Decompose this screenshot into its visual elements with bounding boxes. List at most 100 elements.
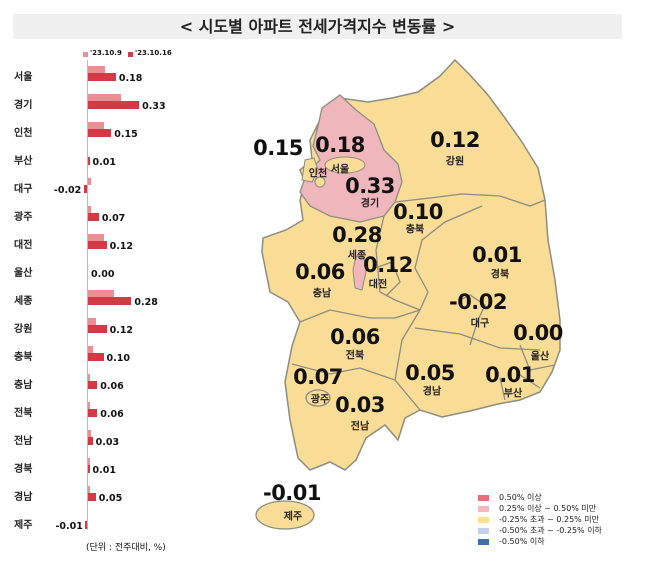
region-name: 충남 [312, 288, 332, 300]
category-label: 대구 [14, 184, 33, 195]
category-label: 대전 [14, 240, 33, 251]
legend-label: 0.25% 이상 ~ 0.50% 미만 [499, 504, 597, 513]
data-label: 0.15 [114, 129, 138, 140]
seoul-region [324, 156, 366, 174]
region-name: 부산 [503, 388, 523, 400]
bar-current [88, 325, 107, 333]
region-value: 0.06 [330, 325, 380, 349]
region-name: 대구 [470, 318, 490, 330]
category-label: 세종 [14, 296, 33, 307]
data-label: 0.28 [134, 297, 158, 308]
data-label: 0.06 [100, 381, 124, 392]
data-label: 0.12 [109, 325, 134, 336]
category-label: 부산 [14, 156, 33, 167]
region-name: 광주 [310, 394, 330, 406]
legend-label: '23.10.16 [135, 49, 172, 57]
legend-swatch [478, 494, 489, 501]
region-value: 0.05 [405, 361, 455, 385]
category-label: 울산 [14, 268, 33, 279]
data-label: 0.05 [98, 493, 123, 504]
legend-item: -0.50% 이하 [478, 536, 545, 547]
region-name: 전북 [345, 350, 365, 362]
legend-label: -0.25% 초과 ~ 0.25% 미만 [499, 515, 600, 524]
region-name: 충북 [405, 224, 425, 236]
jeju-region [255, 500, 315, 530]
region-borders [291, 193, 556, 411]
data-label: 0.18 [118, 73, 143, 84]
legend-item: -0.25% 초과 ~ 0.25% 미만 [478, 514, 599, 525]
category-label: 충북 [14, 352, 33, 363]
bar-previous [88, 178, 92, 185]
bar-previous [88, 346, 93, 353]
bar-previous [88, 206, 92, 213]
bar-previous [88, 290, 115, 297]
region-value: -0.02 [448, 290, 508, 314]
region-value: 0.00 [513, 321, 563, 345]
region-name: 대전 [368, 279, 388, 291]
category-label: 전북 [14, 408, 33, 419]
data-label: 0.10 [106, 353, 130, 364]
region-value: 0.01 [485, 363, 535, 387]
bar-current [88, 213, 99, 221]
data-label: 0.33 [142, 101, 166, 112]
category-label: 전남 [14, 436, 33, 447]
bar-current [88, 297, 132, 305]
legend-label: 0.50% 이상 [499, 493, 542, 502]
region-value: 0.12 [430, 128, 480, 152]
region-value: 0.03 [335, 393, 385, 417]
region-name: 경기 [360, 198, 380, 210]
bar-current [88, 493, 96, 501]
legend-label: -0.50% 이하 [499, 537, 545, 546]
region-name: 제주 [283, 511, 303, 523]
data-label: 0.07 [101, 213, 126, 224]
region-name: 울산 [530, 351, 550, 363]
category-label: 경기 [14, 100, 33, 111]
category-label: 광주 [14, 212, 33, 223]
bar-previous [88, 402, 90, 409]
bar-current [88, 101, 140, 109]
region-name: 경남 [422, 386, 442, 398]
bar-current [85, 521, 87, 529]
region-value: 0.15 [253, 136, 303, 160]
legend-item: -0.50% 초과 ~ -0.25% 이하 [478, 525, 602, 536]
region-value: 0.18 [315, 133, 365, 157]
incheon-island [314, 176, 326, 188]
legend-swatch [478, 516, 489, 523]
region-name: 경북 [490, 269, 510, 281]
legend-swatch [478, 527, 489, 534]
sejong-region [352, 255, 367, 291]
category-label: 강원 [14, 324, 33, 335]
region-name: 인천 [308, 168, 328, 180]
unit-note: (단위 : 전주대비, %) [86, 543, 166, 553]
legend-item: 0.50% 이상 [478, 492, 542, 503]
region-name: 서울 [330, 164, 350, 176]
region-name: 전남 [350, 421, 370, 433]
category-label: 충남 [14, 380, 33, 391]
data-label: 0.01 [92, 465, 116, 476]
region-value: 0.28 [332, 223, 382, 247]
region-value: -0.01 [262, 481, 322, 505]
bar-previous [88, 94, 121, 101]
bar-previous [88, 234, 104, 241]
bar-current [88, 465, 90, 473]
data-label: 0.01 [92, 157, 116, 168]
category-label: 서울 [14, 72, 33, 83]
bar-current [88, 353, 104, 361]
category-label: 경북 [14, 464, 33, 475]
bar-current [88, 241, 107, 249]
bar-current [83, 185, 87, 193]
data-label: 0.06 [100, 409, 124, 420]
bar-previous [88, 486, 90, 493]
incheon-region [301, 157, 319, 183]
category-label: 제주 [14, 520, 33, 531]
bar-current [88, 437, 93, 445]
region-value: 0.07 [293, 365, 343, 389]
page-title: < 시도별 아파트 전세가격지수 변동률 > [13, 14, 622, 39]
bar-previous [88, 458, 90, 465]
bar-previous [88, 430, 92, 437]
bar-current [88, 129, 112, 137]
data-label: 0.00 [91, 269, 115, 280]
region-value: 0.12 [363, 253, 413, 277]
data-label: -0.02 [53, 185, 82, 196]
